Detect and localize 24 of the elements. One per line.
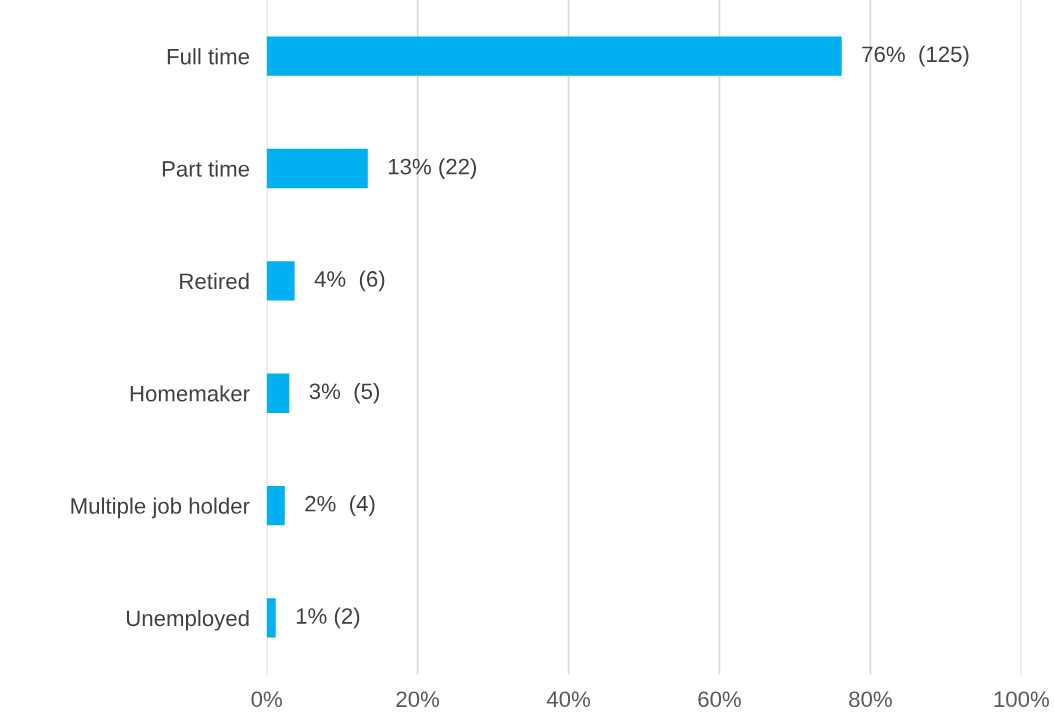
data-label: 4% (6) [314, 270, 385, 292]
y-tick-label: Full time [167, 48, 250, 65]
y-tick-label: Homemaker [130, 385, 250, 402]
bar [266, 485, 285, 526]
bar [266, 36, 842, 76]
x-tick-label: 20% [396, 691, 440, 708]
data-label: 13% (22) [388, 158, 477, 179]
data-label: 76% (125) [862, 45, 969, 67]
bar [266, 261, 295, 301]
x-tick-label: 40% [546, 691, 590, 708]
data-label: 3% (5) [309, 382, 379, 404]
x-tick-label: 100% [994, 691, 1049, 708]
x-tick-label: 0% [251, 691, 282, 708]
x-tick-label: 60% [698, 691, 741, 708]
y-tick-label: Retired [180, 272, 249, 290]
y-tick-label: Unemployed [126, 609, 249, 631]
x-tick-label: 80% [849, 691, 892, 708]
bar [266, 373, 290, 413]
y-tick-label: Part time [162, 160, 250, 177]
y-tick-label: Multiple job holder [71, 497, 250, 519]
bar [266, 598, 276, 638]
data-label: 2% (4) [305, 495, 375, 516]
bar [266, 148, 368, 189]
data-label: 1% (2) [296, 607, 360, 629]
